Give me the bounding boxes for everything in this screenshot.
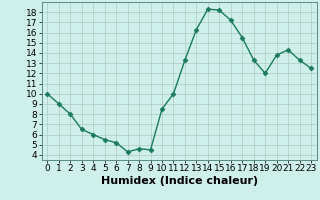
X-axis label: Humidex (Indice chaleur): Humidex (Indice chaleur)	[100, 176, 258, 186]
